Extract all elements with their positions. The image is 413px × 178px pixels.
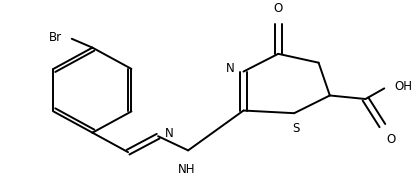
Text: OH: OH — [394, 80, 413, 93]
Text: N: N — [165, 127, 173, 140]
Text: Br: Br — [49, 30, 62, 43]
Text: S: S — [292, 122, 300, 135]
Text: O: O — [273, 2, 283, 15]
Text: O: O — [386, 133, 395, 146]
Text: NH: NH — [178, 163, 195, 176]
Text: N: N — [226, 62, 235, 75]
